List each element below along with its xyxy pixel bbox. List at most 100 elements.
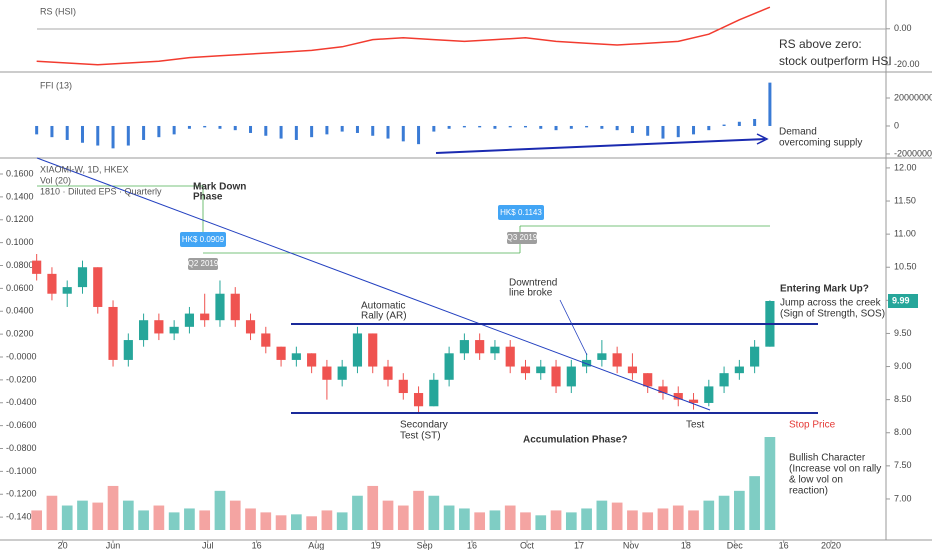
candle-body: [261, 333, 271, 347]
volume-bar: [61, 505, 73, 530]
eps-tick-label: -0.0200: [6, 374, 37, 384]
x-tick-label: Aug: [308, 540, 324, 550]
annotation: Phase: [193, 192, 223, 203]
ffi-bar: [355, 125, 359, 133]
candle-body: [551, 366, 561, 387]
candle-body: [520, 366, 531, 374]
symbol: XIAOMI-W, 1D, HKEX: [40, 164, 129, 174]
ffi-bar: [172, 125, 176, 135]
volume-bar: [718, 495, 730, 530]
annotation: Accumulation Phase?: [523, 435, 627, 446]
candle-body: [658, 386, 668, 394]
ffi-bar: [585, 125, 589, 128]
ffi-bar: [340, 125, 344, 132]
y-tick-label: 7.00: [894, 493, 912, 503]
volume-bar: [565, 512, 577, 530]
ffi-bar: [386, 125, 390, 139]
volume-bar: [550, 510, 562, 530]
candle-body: [123, 340, 133, 360]
eps-tick-label: 0.1600: [6, 168, 34, 178]
eps-tick-label: -0.1000: [6, 466, 37, 476]
candle-body: [444, 353, 454, 380]
volume-bar: [138, 510, 149, 530]
candle-body: [490, 346, 500, 354]
x-tick-label: Dec: [727, 540, 744, 550]
annotation: (Sign of Strength, SOS): [780, 309, 885, 320]
annotation: Entering Mark Up?: [780, 284, 869, 295]
ffi-bar: [447, 125, 451, 129]
volume-bar: [581, 508, 592, 530]
volume-bar: [642, 512, 654, 530]
volume-bar: [260, 512, 272, 530]
annotation: Jump across the creek: [780, 298, 882, 309]
volume-bar: [245, 508, 256, 530]
ffi-bar: [249, 125, 253, 133]
ffi-bar: [187, 125, 191, 129]
volume-bar: [672, 505, 684, 530]
panel-title: FFI (13): [40, 80, 72, 90]
eps-badge: [498, 205, 544, 220]
candle-body: [169, 326, 179, 334]
eps-tick-label: 0.0400: [6, 306, 34, 316]
eps-tick-label: 0.1200: [6, 214, 34, 224]
eps-tick-label: 0.0800: [6, 260, 34, 270]
candle-body: [93, 267, 103, 307]
volume-bar: [688, 510, 699, 530]
quarter-badge-text: Q3 2019: [507, 233, 538, 242]
volume-bar: [107, 485, 119, 530]
volume-bar: [428, 495, 440, 530]
y-tick-label: -20000000: [894, 148, 932, 158]
ffi-bar: [768, 82, 772, 126]
volume-bar: [291, 514, 302, 530]
volume-bar: [382, 500, 394, 530]
ffi-bar: [111, 125, 115, 149]
ffi-bar: [401, 125, 405, 142]
ffi-bar: [615, 125, 619, 131]
candle-body: [200, 313, 210, 321]
volume-bar: [397, 505, 409, 530]
ffi-bar: [310, 125, 314, 138]
x-tick-label: 16: [467, 540, 477, 550]
annotation: (Increase vol on rally: [789, 464, 881, 475]
volume-bar: [321, 510, 333, 530]
pointer: [559, 299, 588, 356]
ffi-bar: [630, 125, 634, 133]
candle-body: [322, 366, 332, 380]
ffi-bar: [478, 125, 482, 128]
x-tick-label: 17: [574, 540, 584, 550]
volume-bar: [122, 500, 134, 530]
candle-body: [750, 346, 760, 367]
ffi-bar: [432, 125, 436, 132]
ffi-bar: [264, 125, 268, 136]
ffi-bar: [417, 125, 421, 145]
ffi-bar: [569, 125, 573, 129]
annotation: Test: [686, 420, 705, 431]
volume-bar: [611, 502, 623, 530]
eps-badge-text: HK$ 0.1143: [500, 208, 542, 217]
ffi-bar: [508, 125, 512, 128]
x-tick-label: 16: [252, 540, 262, 550]
candle-body: [612, 353, 622, 367]
volume-bar: [749, 476, 760, 530]
y-tick-label: -20.00: [894, 59, 920, 69]
volume-bar: [46, 495, 58, 530]
downtrend-line: [36, 157, 711, 411]
annotation: Rally (AR): [361, 311, 407, 322]
candle-body: [383, 366, 393, 380]
price-label-bg: [888, 294, 918, 309]
y-tick-label: 7.50: [894, 460, 912, 470]
volume-bar: [703, 500, 715, 530]
candle-body: [429, 379, 439, 407]
candle-body: [673, 393, 683, 400]
candle-body: [368, 333, 378, 367]
ffi-bar: [692, 125, 696, 135]
y-tick-label: 20000000: [894, 92, 932, 102]
ffi-bar: [539, 125, 543, 129]
volume-bar: [443, 505, 455, 530]
ffi-bar: [50, 125, 54, 138]
legend: Vol (20): [40, 175, 71, 185]
ffi-bar: [157, 125, 161, 138]
annotation: Stop Price: [789, 420, 836, 431]
candle-body: [62, 287, 72, 294]
candle-body: [47, 273, 57, 294]
